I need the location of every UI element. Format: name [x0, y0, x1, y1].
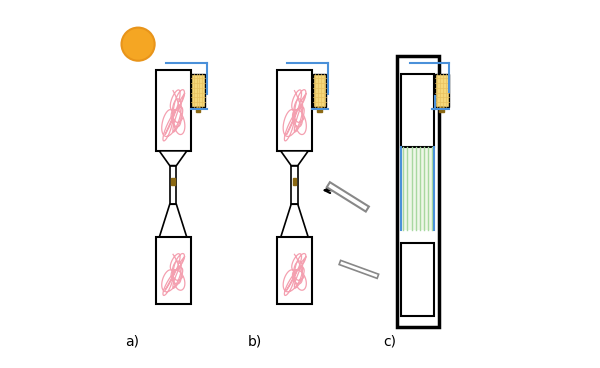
FancyBboxPatch shape [401, 74, 434, 147]
FancyBboxPatch shape [439, 107, 444, 112]
FancyBboxPatch shape [401, 243, 434, 316]
FancyBboxPatch shape [196, 107, 200, 112]
FancyBboxPatch shape [155, 70, 191, 151]
FancyBboxPatch shape [434, 74, 449, 107]
Circle shape [122, 28, 155, 61]
FancyBboxPatch shape [397, 56, 439, 327]
FancyBboxPatch shape [277, 70, 312, 151]
FancyBboxPatch shape [401, 147, 434, 230]
Polygon shape [339, 261, 379, 278]
FancyBboxPatch shape [277, 237, 312, 304]
FancyBboxPatch shape [291, 166, 298, 204]
Text: c): c) [383, 335, 396, 349]
FancyBboxPatch shape [155, 237, 191, 304]
Polygon shape [159, 151, 187, 166]
FancyBboxPatch shape [191, 74, 205, 107]
Polygon shape [327, 182, 369, 212]
Text: b): b) [248, 335, 262, 349]
FancyBboxPatch shape [171, 178, 175, 185]
Polygon shape [281, 204, 308, 237]
FancyBboxPatch shape [313, 74, 326, 107]
Text: a): a) [125, 335, 139, 349]
FancyBboxPatch shape [317, 107, 322, 112]
Polygon shape [281, 151, 308, 166]
Polygon shape [159, 204, 187, 237]
FancyBboxPatch shape [170, 166, 176, 204]
FancyBboxPatch shape [293, 178, 296, 185]
